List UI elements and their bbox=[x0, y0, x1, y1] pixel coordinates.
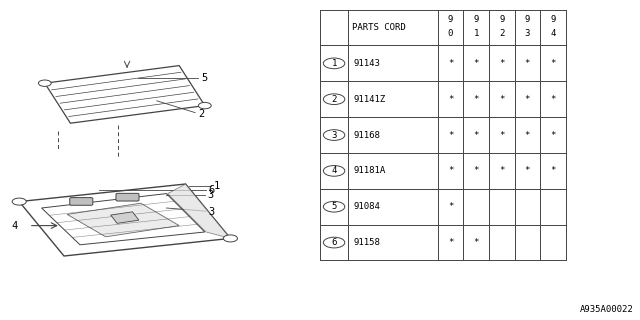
Text: *: * bbox=[525, 166, 530, 175]
Text: 9: 9 bbox=[525, 15, 530, 24]
Text: 91158: 91158 bbox=[353, 238, 380, 247]
Text: *: * bbox=[448, 95, 453, 104]
Text: *: * bbox=[499, 131, 504, 140]
Text: 6: 6 bbox=[332, 238, 337, 247]
Text: *: * bbox=[474, 166, 479, 175]
Text: *: * bbox=[550, 59, 556, 68]
Text: 6: 6 bbox=[209, 185, 215, 196]
Text: 3: 3 bbox=[209, 207, 215, 217]
Text: *: * bbox=[525, 95, 530, 104]
Text: *: * bbox=[499, 59, 504, 68]
Text: 3: 3 bbox=[207, 190, 214, 200]
Text: *: * bbox=[550, 166, 556, 175]
Text: *: * bbox=[499, 95, 504, 104]
Text: 1: 1 bbox=[332, 59, 337, 68]
Text: 2: 2 bbox=[499, 29, 504, 38]
Text: *: * bbox=[474, 238, 479, 247]
Text: *: * bbox=[448, 166, 453, 175]
Text: *: * bbox=[474, 95, 479, 104]
Text: *: * bbox=[448, 238, 453, 247]
Text: 91181A: 91181A bbox=[353, 166, 385, 175]
Text: 4: 4 bbox=[550, 29, 556, 38]
Text: 91168: 91168 bbox=[353, 131, 380, 140]
Text: 2: 2 bbox=[332, 95, 337, 104]
Text: *: * bbox=[474, 59, 479, 68]
Polygon shape bbox=[67, 203, 179, 237]
Circle shape bbox=[12, 198, 26, 205]
Text: 9: 9 bbox=[448, 15, 453, 24]
Text: 5: 5 bbox=[202, 73, 208, 84]
Text: 91084: 91084 bbox=[353, 202, 380, 211]
Text: *: * bbox=[448, 59, 453, 68]
Text: 3: 3 bbox=[525, 29, 530, 38]
Text: 1: 1 bbox=[214, 180, 220, 191]
Text: 3: 3 bbox=[332, 131, 337, 140]
Text: *: * bbox=[550, 131, 556, 140]
Text: *: * bbox=[448, 202, 453, 211]
Text: 91141Z: 91141Z bbox=[353, 95, 385, 104]
Text: *: * bbox=[474, 131, 479, 140]
Text: *: * bbox=[499, 166, 504, 175]
Text: 5: 5 bbox=[332, 202, 337, 211]
Polygon shape bbox=[168, 184, 230, 238]
Text: *: * bbox=[448, 131, 453, 140]
Text: PARTS CORD: PARTS CORD bbox=[352, 23, 406, 32]
Text: 9: 9 bbox=[550, 15, 556, 24]
Text: 2: 2 bbox=[198, 108, 205, 119]
Text: A935A00022: A935A00022 bbox=[580, 305, 634, 314]
FancyBboxPatch shape bbox=[70, 198, 93, 205]
Circle shape bbox=[223, 235, 237, 242]
Text: 9: 9 bbox=[499, 15, 504, 24]
Text: 1: 1 bbox=[474, 29, 479, 38]
Text: 4: 4 bbox=[12, 220, 18, 231]
Text: 9: 9 bbox=[474, 15, 479, 24]
Circle shape bbox=[198, 102, 211, 109]
Text: 0: 0 bbox=[448, 29, 453, 38]
Text: 91143: 91143 bbox=[353, 59, 380, 68]
Circle shape bbox=[38, 80, 51, 86]
Text: *: * bbox=[525, 131, 530, 140]
Polygon shape bbox=[111, 212, 139, 223]
Text: 4: 4 bbox=[332, 166, 337, 175]
Text: *: * bbox=[550, 95, 556, 104]
FancyBboxPatch shape bbox=[116, 193, 139, 201]
Text: *: * bbox=[525, 59, 530, 68]
